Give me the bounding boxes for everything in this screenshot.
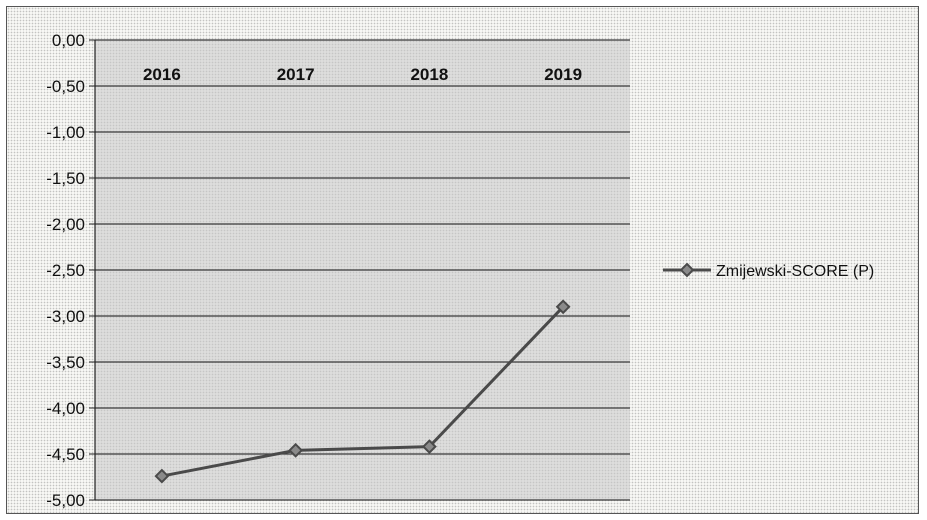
- y-tick-label: -5,00: [46, 491, 85, 510]
- y-tick-label: -1,50: [46, 169, 85, 188]
- x-category-label: 2019: [544, 65, 582, 84]
- gridlines: [95, 39, 630, 501]
- data-point-marker: [555, 299, 571, 315]
- x-axis: 2016 2017 2018 2019: [143, 65, 582, 84]
- y-tick-label: -4,00: [46, 399, 85, 418]
- data-point-marker: [154, 468, 170, 484]
- y-tick-label: 0,00: [52, 31, 85, 50]
- legend-label: Zmijewski-SCORE (P): [716, 263, 874, 280]
- y-tick-label: -0,50: [46, 77, 85, 96]
- legend: Zmijewski-SCORE (P): [663, 262, 874, 280]
- x-category-label: 2018: [410, 65, 448, 84]
- y-tick-label: -4,50: [46, 445, 85, 464]
- y-tick-label: -3,50: [46, 353, 85, 372]
- y-tick-label: -3,00: [46, 307, 85, 326]
- y-tick-label: -2,50: [46, 261, 85, 280]
- x-category-label: 2016: [143, 65, 181, 84]
- y-tick-label: -2,00: [46, 215, 85, 234]
- data-point-marker: [288, 442, 304, 458]
- y-tick-label: -1,00: [46, 123, 85, 142]
- data-point-marker: [421, 439, 437, 455]
- series-layer: [154, 299, 571, 484]
- x-category-label: 2017: [277, 65, 315, 84]
- series-line: [161, 305, 565, 478]
- y-axis: 0,00 -0,50 -1,00 -1,50 -2,00 -2,50 -3,00 -3,50 -…: [46, 31, 96, 510]
- legend-diamond-marker: [679, 262, 695, 278]
